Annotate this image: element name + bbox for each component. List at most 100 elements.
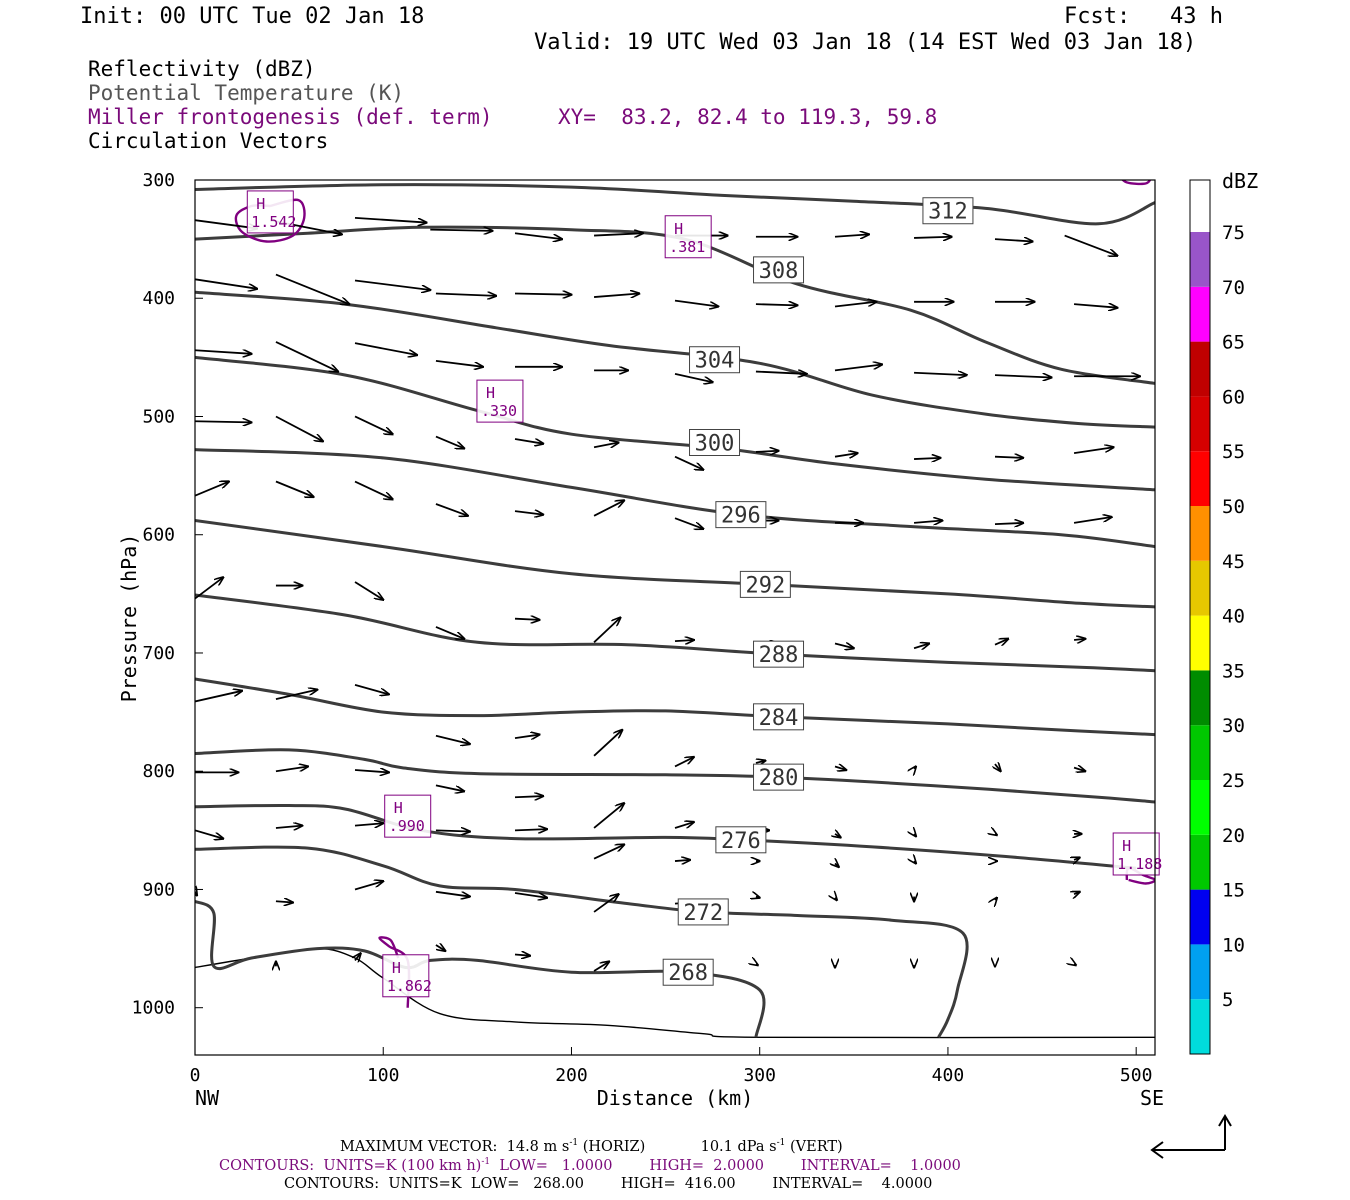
circulation-vector — [275, 341, 338, 372]
frontogenesis-max-value: .381 — [669, 238, 705, 256]
colorbar-label: 70 — [1222, 277, 1245, 299]
circulation-vector — [593, 845, 624, 860]
circulation-vector — [674, 860, 690, 861]
circulation-vector — [275, 415, 323, 441]
circulation-vector — [914, 766, 916, 768]
colorbar-label: 10 — [1222, 934, 1245, 956]
circulation-vector — [354, 279, 430, 290]
theta-contour-288 — [195, 593, 1155, 673]
theta-contour-272 — [195, 845, 969, 1039]
frontogenesis-max-box — [246, 190, 294, 234]
theta-contour-300 — [195, 355, 1155, 492]
colorbar-swatch — [1190, 396, 1210, 452]
theta-contour-label: 288 — [759, 643, 799, 668]
vectors-layer — [195, 216, 1140, 972]
circulation-vector — [354, 342, 417, 355]
circulation-vector — [354, 881, 383, 891]
circulation-vector — [1074, 858, 1080, 860]
x-tick-label: 300 — [743, 1065, 776, 1086]
circulation-vector — [674, 455, 703, 470]
circulation-vector — [435, 784, 464, 791]
circulation-vector — [514, 735, 539, 739]
contour-labels-layer: 312308304300296292288284280276272268H1.5… — [246, 190, 1162, 998]
circulation-vector — [834, 453, 858, 457]
y-tick-label: 500 — [142, 406, 175, 427]
theta-label-box — [753, 763, 805, 791]
circulation-vector — [275, 480, 314, 497]
x-tick-label: 200 — [555, 1065, 588, 1086]
circulation-vector — [354, 480, 393, 500]
circulation-vector — [1073, 639, 1085, 640]
circulation-vector — [354, 216, 427, 223]
colorbar-unit: dBZ — [1222, 169, 1258, 193]
theta-contour-label: 276 — [721, 829, 761, 854]
circulation-vector — [354, 684, 389, 694]
frontogenesis-max-value: 1.188 — [1117, 855, 1162, 873]
contour1-a: CONTOURS: UNITS=K (100 km h) — [219, 1157, 482, 1174]
circulation-vector — [514, 829, 547, 830]
circulation-vector — [1073, 304, 1117, 308]
theta-label-box — [753, 640, 805, 668]
colorbar-swatch — [1190, 999, 1210, 1054]
circulation-vector — [755, 372, 807, 374]
circulation-vector — [275, 690, 317, 700]
theta-label-box — [715, 826, 767, 854]
colorbar-swatch — [1190, 780, 1210, 835]
frontogenesis-max-box — [384, 794, 432, 838]
theta-contour-label: 296 — [721, 504, 761, 529]
theta-label-box — [662, 958, 714, 986]
colorbar-swatch — [1190, 341, 1210, 397]
frontogenesis-max-label: H — [486, 384, 495, 402]
circulation-vector — [514, 954, 530, 955]
axes-layer: 0 100 200 300 400 500 300 400 500 600 700 800 900 100… — [132, 170, 1153, 1086]
vert-tail: (VERT) — [785, 1138, 843, 1155]
circulation-vector — [674, 517, 703, 529]
colorbar-label: 30 — [1222, 715, 1245, 737]
colorbar-label: 15 — [1222, 880, 1245, 902]
circulation-vector — [1073, 517, 1112, 524]
circulation-vector — [834, 234, 869, 236]
theta-contour-label: 268 — [668, 961, 708, 986]
legend-circulation-vectors: Circulation Vectors — [88, 129, 329, 153]
circulation-vector — [593, 618, 620, 643]
nw-end-label: NW — [195, 1086, 220, 1110]
circulation-vector — [914, 237, 952, 238]
circulation-vector — [593, 730, 622, 757]
frontogenesis-max-value: .330 — [481, 402, 517, 420]
theta-contour-label: 292 — [745, 573, 785, 598]
circulation-vector — [195, 350, 251, 354]
x-tick-label: 500 — [1120, 1065, 1153, 1086]
circulation-vector — [195, 829, 223, 838]
theta-label-box — [753, 703, 805, 731]
max-vector-label: MAXIMUM VECTOR: — [340, 1138, 498, 1155]
theta-contour-284 — [195, 677, 1155, 737]
circulation-vector — [994, 523, 1023, 524]
theta-label-box — [739, 570, 791, 598]
circulation-vector — [435, 503, 468, 516]
frontogenesis-max-box — [382, 954, 430, 998]
colorbar-label: 65 — [1222, 332, 1245, 354]
se-end-label: SE — [1140, 1086, 1164, 1110]
theta-contour-292 — [195, 519, 1155, 609]
circulation-vector — [914, 458, 940, 459]
frontogenesis-max-box — [664, 215, 712, 259]
frontogenesis-max-box — [1112, 832, 1160, 876]
colorbar-label: 20 — [1222, 825, 1245, 847]
circulation-vector — [593, 294, 639, 298]
colorbar-swatch — [1190, 451, 1210, 506]
y-tick-label: 700 — [142, 643, 175, 664]
contours-layer — [195, 180, 1155, 1039]
colorbar-swatch — [1190, 506, 1210, 561]
cross-section-endpoints: XY= 83.2, 82.4 to 119.3, 59.8 — [558, 105, 938, 129]
frontogenesis-max-label: H — [394, 799, 403, 817]
circulation-vector — [834, 302, 876, 308]
y-tick-label: 900 — [142, 879, 175, 900]
circulation-vector — [835, 863, 839, 867]
colorbar-label: 25 — [1222, 770, 1245, 792]
theta-contour-label: 280 — [759, 766, 799, 791]
circulation-vector — [195, 219, 257, 228]
colorbar-swatch — [1190, 560, 1210, 616]
circulation-vector — [275, 901, 293, 902]
colorbar-label: 45 — [1222, 551, 1245, 573]
theta-label-box — [689, 429, 741, 456]
